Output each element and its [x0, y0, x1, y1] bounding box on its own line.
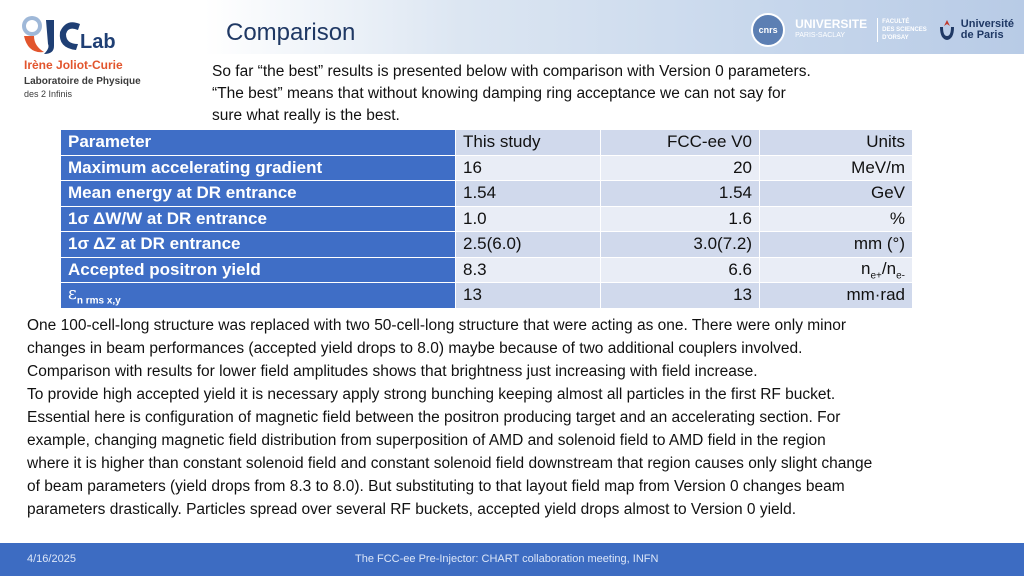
row-units: mm·rad — [759, 282, 913, 309]
header-this-study: This study — [455, 129, 601, 156]
row-fcc-ee-v0: 1.6 — [600, 205, 760, 232]
header-fcc-ee-v0: FCC-ee V0 — [600, 129, 760, 156]
ijclab-logo: Lab Irène Joliot-Curie Laboratoire de Ph… — [18, 14, 178, 104]
cnrs-logo: cnrs — [751, 13, 786, 47]
logo-line-1: Irène Joliot-Curie — [24, 58, 123, 72]
row-this-study: 1.54 — [455, 180, 601, 207]
faculte-logo: FACULTÉ DES SCIENCES D'ORSAY — [877, 18, 927, 42]
body-line: parameters drastically. Particles spread… — [27, 501, 797, 518]
logo-lab-text: Lab — [80, 31, 116, 53]
intro-line: “The best” means that without knowing da… — [212, 85, 786, 102]
row-units: GeV — [759, 180, 913, 207]
intro-line: sure what really is the best. — [212, 107, 400, 124]
body-line: Comparison with results for lower field … — [27, 363, 758, 380]
row-this-study: 16 — [455, 154, 601, 181]
header-parameter: Parameter — [60, 129, 456, 156]
row-this-study: 1.0 — [455, 205, 601, 232]
row-parameter: Maximum accelerating gradient — [60, 154, 456, 181]
row-parameter: εn rms x,y — [60, 282, 456, 309]
row-units: mm (°) — [759, 231, 913, 258]
footer-date: 4/16/2025 — [27, 553, 76, 565]
footer-band — [0, 543, 1024, 576]
body-text: One 100-cell-long structure was replaced… — [27, 314, 1007, 521]
intro-line: So far “the best” results is presented b… — [212, 63, 811, 80]
body-line: example, changing magnetic field distrib… — [27, 432, 826, 449]
intro-text: So far “the best” results is presented b… — [212, 61, 811, 127]
row-units: MeV/m — [759, 154, 913, 181]
row-this-study: 2.5(6.0) — [455, 231, 601, 258]
table-row: Mean energy at DR entrance 1.54 1.54 GeV — [60, 180, 913, 207]
row-units: % — [759, 205, 913, 232]
body-line: changes in beam performances (accepted y… — [27, 340, 803, 357]
logo-line-2: Laboratoire de Physique — [24, 76, 141, 87]
row-parameter: Accepted positron yield — [60, 256, 456, 283]
footer-text: The FCC-ee Pre-Injector: CHART collabora… — [355, 553, 659, 565]
universite-de-paris-logo: Université de Paris — [937, 19, 1014, 41]
table-row: 1σ ΔZ at DR entrance 2.5(6.0) 3.0(7.2) m… — [60, 231, 913, 258]
table-header-row: Parameter This study FCC-ee V0 Units — [60, 129, 913, 156]
row-units: ne+/ne- — [759, 256, 913, 283]
body-line: To provide high accepted yield it is nec… — [27, 386, 836, 403]
row-fcc-ee-v0: 1.54 — [600, 180, 760, 207]
body-line: where it is higher than constant solenoi… — [27, 455, 873, 472]
body-line: of beam parameters (yield drops from 8.3… — [27, 478, 845, 495]
body-line: One 100-cell-long structure was replaced… — [27, 317, 847, 334]
row-fcc-ee-v0: 6.6 — [600, 256, 760, 283]
logo-line-3: des 2 Infinis — [24, 89, 73, 99]
table-row: εn rms x,y 13 13 mm·rad — [60, 282, 913, 309]
row-parameter: 1σ ΔZ at DR entrance — [60, 231, 456, 258]
row-fcc-ee-v0: 3.0(7.2) — [600, 231, 760, 258]
comparison-table: Parameter This study FCC-ee V0 Units Max… — [60, 129, 913, 309]
row-this-study: 8.3 — [455, 256, 601, 283]
row-fcc-ee-v0: 20 — [600, 154, 760, 181]
universite-de-paris-icon — [939, 20, 954, 40]
body-line: Essential here is configuration of magne… — [27, 409, 841, 426]
paris-saclay-logo: UNIVERSITE PARIS-SACLAY — [795, 17, 868, 39]
row-parameter: Mean energy at DR entrance — [60, 180, 456, 207]
row-fcc-ee-v0: 13 — [600, 282, 760, 309]
row-parameter: 1σ ΔW/W at DR entrance — [60, 205, 456, 232]
table-row: Maximum accelerating gradient 16 20 MeV/… — [60, 154, 913, 181]
table-row: Accepted positron yield 8.3 6.6 ne+/ne- — [60, 256, 913, 283]
table-row: 1σ ΔW/W at DR entrance 1.0 1.6 % — [60, 205, 913, 232]
ijclab-logo-icon — [22, 16, 80, 54]
row-this-study: 13 — [455, 282, 601, 309]
header-units: Units — [759, 129, 913, 156]
page-title: Comparison — [226, 19, 356, 46]
header-band — [0, 0, 1024, 54]
partner-logos: cnrs UNIVERSITE PARIS-SACLAY FACULTÉ DES… — [751, 13, 1014, 47]
